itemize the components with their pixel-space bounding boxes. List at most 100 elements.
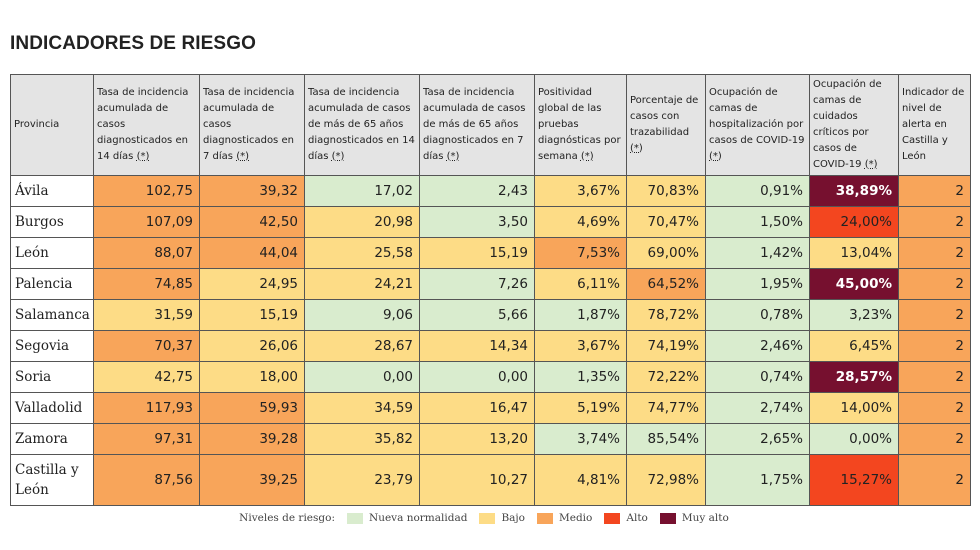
legend-swatch bbox=[604, 512, 621, 524]
legend-label: Muy alto bbox=[681, 512, 729, 524]
province-cell: Soria bbox=[10, 361, 94, 393]
footnote-marker[interactable]: (*) bbox=[446, 151, 460, 162]
indicator-cell: 23,79 bbox=[304, 454, 420, 506]
indicator-cell: 28,67 bbox=[304, 330, 420, 362]
indicator-cell: 39,32 bbox=[199, 175, 305, 207]
indicator-cell: 16,47 bbox=[419, 392, 535, 424]
province-cell: Salamanca bbox=[10, 299, 94, 331]
indicator-cell: 2 bbox=[898, 206, 971, 238]
indicator-cell: 1,87% bbox=[534, 299, 627, 331]
table-row: León 88,07 44,04 25,58 15,19 7,53% 69,00% 1,42%… bbox=[10, 237, 971, 269]
indicator-cell: 6,45% bbox=[809, 330, 899, 362]
indicator-cell: 2 bbox=[898, 361, 971, 393]
indicator-cell: 59,93 bbox=[199, 392, 305, 424]
legend-label: Nueva normalidad bbox=[369, 512, 468, 524]
indicator-cell: 15,19 bbox=[199, 299, 305, 331]
column-header-label: Indicador de nivel de alerta en Castilla… bbox=[902, 87, 965, 162]
indicator-cell: 2 bbox=[898, 423, 971, 455]
indicator-cell: 14,00% bbox=[809, 392, 899, 424]
indicator-cell: 0,78% bbox=[705, 299, 810, 331]
footnote-marker[interactable]: (*) bbox=[331, 151, 345, 162]
indicator-cell: 20,98 bbox=[304, 206, 420, 238]
province-cell: Segovia bbox=[10, 330, 94, 362]
indicator-cell: 0,00 bbox=[419, 361, 535, 393]
indicator-cell: 1,95% bbox=[705, 268, 810, 300]
indicator-cell: 2 bbox=[898, 237, 971, 269]
indicator-cell: 6,11% bbox=[534, 268, 627, 300]
province-cell: Castilla y León bbox=[10, 454, 94, 506]
indicator-cell: 44,04 bbox=[199, 237, 305, 269]
column-header-label: Tasa de incidencia acumulada de casos di… bbox=[203, 87, 295, 162]
footnote-marker[interactable]: (*) bbox=[236, 151, 250, 162]
footnote-marker[interactable]: (*) bbox=[580, 151, 594, 162]
indicator-cell: 2 bbox=[898, 330, 971, 362]
indicator-cell: 1,75% bbox=[705, 454, 810, 506]
province-cell: Valladolid bbox=[10, 392, 94, 424]
legend-swatch bbox=[479, 512, 496, 524]
indicator-cell: 7,26 bbox=[419, 268, 535, 300]
indicator-cell: 2 bbox=[898, 392, 971, 424]
indicator-cell: 70,83% bbox=[626, 175, 706, 207]
footnote-marker[interactable]: (*) bbox=[630, 143, 643, 154]
column-header-label: Tasa de incidencia acumulada de casos di… bbox=[97, 87, 189, 162]
indicator-cell: 74,85 bbox=[93, 268, 200, 300]
legend-label: Medio bbox=[559, 512, 593, 524]
legend-swatch bbox=[537, 512, 553, 524]
table-body: Ávila 102,75 39,32 17,02 2,43 3,67% 70,83% 0,91… bbox=[10, 175, 971, 506]
table-row: Ávila 102,75 39,32 17,02 2,43 3,67% 70,83% 0,91… bbox=[10, 175, 971, 207]
legend-swatch bbox=[347, 512, 363, 524]
province-cell: Zamora bbox=[10, 423, 94, 455]
legend-label: Alto bbox=[626, 512, 648, 524]
indicator-cell: 13,04% bbox=[809, 237, 899, 269]
indicator-cell: 78,72% bbox=[626, 299, 706, 331]
indicator-cell: 3,23% bbox=[809, 299, 899, 331]
column-header-label: Porcentaje de casos con trazabilidad bbox=[630, 95, 699, 138]
indicator-cell: 28,57% bbox=[809, 361, 899, 393]
indicator-cell: 74,77% bbox=[626, 392, 706, 424]
indicator-cell: 45,00% bbox=[809, 268, 899, 300]
footnote-marker[interactable]: (*) bbox=[709, 151, 722, 162]
legend-title: Niveles de riesgo: bbox=[239, 512, 335, 524]
indicator-cell: 1,42% bbox=[705, 237, 810, 269]
legend-item: Bajo bbox=[479, 512, 525, 524]
footnote-marker[interactable]: (*) bbox=[136, 151, 150, 162]
column-header: Tasa de incidencia acumulada de casos di… bbox=[93, 74, 200, 176]
legend-item: Muy alto bbox=[659, 512, 729, 524]
indicator-cell: 5,19% bbox=[534, 392, 627, 424]
indicator-cell: 2 bbox=[898, 299, 971, 331]
indicator-cell: 70,47% bbox=[626, 206, 706, 238]
column-header-label: Provincia bbox=[14, 119, 60, 130]
indicator-cell: 2 bbox=[898, 268, 971, 300]
indicator-cell: 102,75 bbox=[93, 175, 200, 207]
province-cell: León bbox=[10, 237, 94, 269]
indicator-cell: 15,27% bbox=[809, 454, 899, 506]
table-row: Castilla y León 87,56 39,25 23,79 10,27 4,81%… bbox=[10, 454, 971, 506]
province-cell: Palencia bbox=[10, 268, 94, 300]
indicator-cell: 88,07 bbox=[93, 237, 200, 269]
indicator-cell: 24,95 bbox=[199, 268, 305, 300]
footnote-marker[interactable]: (*) bbox=[864, 159, 878, 170]
indicator-cell: 17,02 bbox=[304, 175, 420, 207]
indicator-cell: 85,54% bbox=[626, 423, 706, 455]
indicator-cell: 0,74% bbox=[705, 361, 810, 393]
indicator-cell: 13,20 bbox=[419, 423, 535, 455]
indicator-cell: 34,59 bbox=[304, 392, 420, 424]
indicator-cell: 24,21 bbox=[304, 268, 420, 300]
indicator-cell: 3,67% bbox=[534, 175, 627, 207]
indicator-cell: 74,19% bbox=[626, 330, 706, 362]
indicator-cell: 0,91% bbox=[705, 175, 810, 207]
province-cell: Burgos bbox=[10, 206, 94, 238]
risk-legend: Niveles de riesgo: Nueva normalidad Bajo… bbox=[0, 512, 980, 524]
table-row: Segovia 70,37 26,06 28,67 14,34 3,67% 74,19% 2,… bbox=[10, 330, 971, 362]
risk-indicators-table: Provincia Tasa de incidencia acumulada d… bbox=[10, 74, 971, 506]
header-row: Provincia Tasa de incidencia acumulada d… bbox=[10, 74, 971, 176]
table-row: Palencia 74,85 24,95 24,21 7,26 6,11% 64,52% 1,… bbox=[10, 268, 971, 300]
indicator-cell: 31,59 bbox=[93, 299, 200, 331]
indicator-cell: 1,50% bbox=[705, 206, 810, 238]
indicator-cell: 14,34 bbox=[419, 330, 535, 362]
indicator-cell: 4,81% bbox=[534, 454, 627, 506]
column-header: Ocupación de camas de cuidados críticos … bbox=[809, 74, 899, 176]
column-header: Ocupación de camas de hospitalización po… bbox=[705, 74, 810, 176]
indicator-cell: 9,06 bbox=[304, 299, 420, 331]
indicator-cell: 0,00% bbox=[809, 423, 899, 455]
